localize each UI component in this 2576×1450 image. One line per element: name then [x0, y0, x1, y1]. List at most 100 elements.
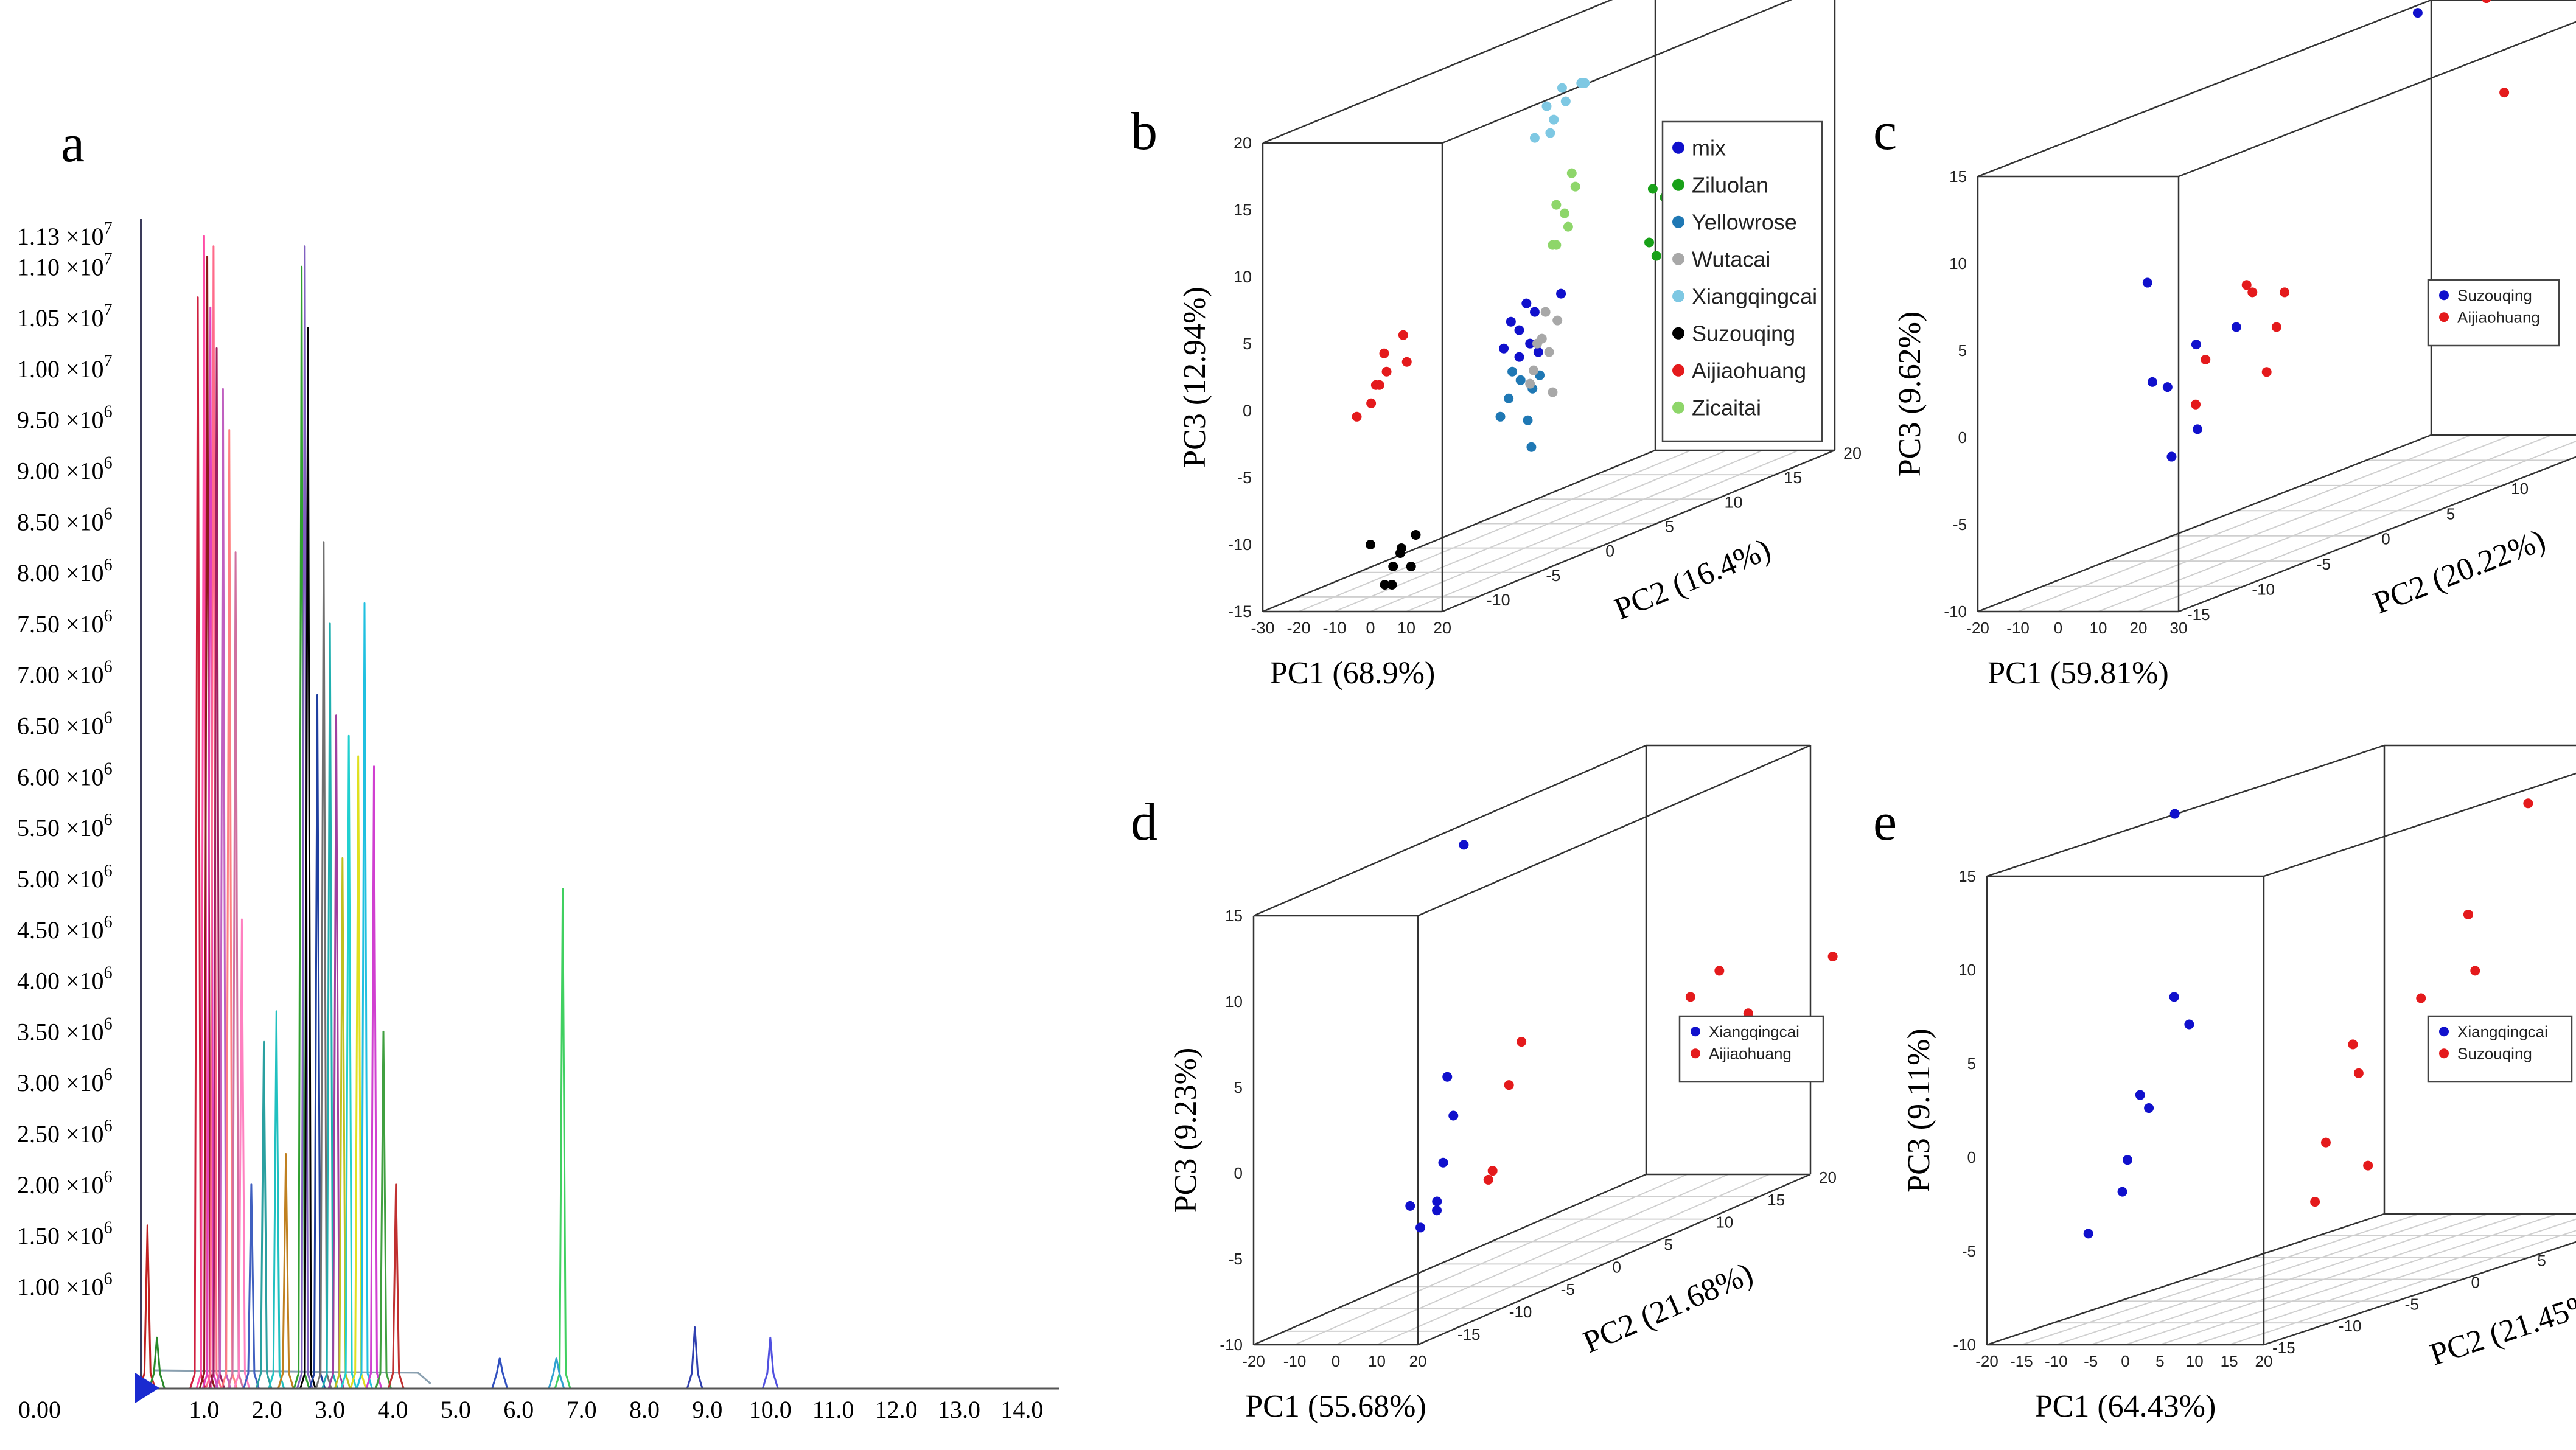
- x-tick-label: -20: [1966, 619, 1989, 637]
- floor-grid-line: [2138, 441, 2576, 612]
- z-tick-label: -5: [1962, 1242, 1976, 1260]
- chromatogram-peak: [214, 388, 232, 1389]
- data-point: [1685, 992, 1695, 1002]
- legend-entry: Xiangqingcai: [1692, 284, 1817, 309]
- y-tick-label: 0: [2381, 530, 2390, 548]
- data-point: [1556, 288, 1566, 299]
- y-tick-label: -10: [2252, 580, 2275, 599]
- data-point: [1499, 343, 1509, 354]
- floor-grid-line: [1370, 450, 1764, 612]
- x-tick-label: -10: [2045, 1352, 2068, 1370]
- data-point: [1506, 316, 1516, 327]
- floor-grid-line: [1377, 1174, 1770, 1345]
- x-tick-label: 10: [1397, 619, 1415, 637]
- y-tick-label: 0: [1605, 542, 1614, 560]
- chromatogram-peak: [375, 1030, 392, 1389]
- data-point: [1651, 251, 1661, 261]
- data-point: [1411, 529, 1421, 540]
- y-tick-label: -10: [2339, 1317, 2362, 1335]
- data-point: [1514, 352, 1524, 362]
- data-point: [2499, 88, 2510, 98]
- data-point: [1541, 101, 1552, 111]
- data-point: [1540, 307, 1551, 317]
- chromatogram-peak: [321, 622, 339, 1389]
- y-tick-label: 5: [2537, 1252, 2546, 1270]
- chromatogram-peak: [761, 1336, 779, 1389]
- data-point: [2470, 966, 2480, 976]
- data-point: [2144, 1103, 2154, 1114]
- panel-label-c: c: [1873, 102, 1897, 161]
- data-point: [1459, 840, 1469, 850]
- data-point: [1529, 133, 1540, 143]
- box-edge: [1442, 0, 1793, 144]
- legend-marker: [1672, 327, 1684, 340]
- y-tick-label: 5.50 ×106: [17, 810, 113, 842]
- x-axis-label: PC1 (55.68%): [1245, 1389, 1426, 1424]
- data-point: [1374, 380, 1384, 390]
- z-axis-label: PC3 (12.94%): [1178, 287, 1212, 468]
- data-point: [2363, 1160, 2373, 1171]
- x-tick-label: -10: [1322, 619, 1346, 637]
- x-axis-tick-labels: 1.0 2.0 3.0 4.0 5.0 6.0 7.0 8.0 9.0 10.0 11.0 12.0 1…: [189, 1396, 1043, 1423]
- data-point: [1552, 315, 1563, 326]
- box-edge: [2178, 456, 2576, 613]
- data-point: [1714, 966, 1725, 976]
- floor-grid-line: [2098, 434, 2552, 612]
- z-tick-label: 15: [1958, 867, 1976, 885]
- data-point: [2412, 8, 2423, 18]
- y-tick-label: 20: [1843, 444, 1862, 462]
- y-tick-label: 1.05 ×107: [17, 301, 113, 332]
- chromatogram-peak: [309, 694, 326, 1389]
- chromatogram-peak: [242, 1183, 260, 1389]
- y-tick-label: -15: [1457, 1325, 1481, 1344]
- box-edge: [1253, 744, 1647, 917]
- data-point: [1529, 365, 1539, 375]
- data-point: [1563, 221, 1573, 232]
- data-point: [2320, 1137, 2331, 1148]
- data-point: [1545, 128, 1555, 138]
- data-point: [1560, 96, 1571, 106]
- z-tick-label: 15: [1949, 167, 1967, 186]
- data-point: [1532, 338, 1542, 349]
- legend-entry: Xiangqingcai: [2457, 1023, 2548, 1041]
- z-axis-label: PC3 (9.11%): [1902, 1028, 1936, 1193]
- data-point: [1549, 114, 1559, 125]
- floor-grid-line: [1334, 450, 1728, 612]
- x-tick-label: 20: [1433, 619, 1451, 637]
- data-point: [2135, 1090, 2145, 1100]
- legend-marker: [1672, 253, 1684, 265]
- y-tick-label: 5: [2446, 504, 2455, 523]
- data-point: [2123, 1155, 2133, 1165]
- y-tick-label: 10: [1725, 493, 1743, 511]
- floor-grid-line: [1335, 1174, 1729, 1345]
- x-tick-label: 3.0: [315, 1396, 345, 1423]
- z-tick-label: -5: [1953, 515, 1967, 534]
- legend-entry: Suzouqing: [1692, 321, 1795, 346]
- data-point: [1647, 184, 1658, 194]
- data-point: [1529, 307, 1540, 317]
- chromatogram-peak: [554, 888, 571, 1389]
- data-point: [1559, 208, 1569, 218]
- box-edge: [1253, 1173, 1647, 1346]
- y-tick-label: 4.00 ×106: [17, 964, 113, 995]
- x-tick-label: 11.0: [812, 1396, 854, 1423]
- data-point: [1406, 561, 1416, 571]
- data-point: [2261, 367, 2272, 377]
- y-tick-label: 3.00 ×106: [17, 1065, 113, 1096]
- y-tick-label: 2.00 ×106: [17, 1168, 113, 1199]
- chromatogram-peak: [227, 551, 245, 1389]
- data-point: [1526, 442, 1537, 452]
- z-tick-label: 0: [1958, 428, 1967, 447]
- data-point: [2280, 287, 2290, 298]
- y-tick-label: 5.00 ×106: [17, 862, 113, 893]
- x-tick-label: -5: [2084, 1352, 2098, 1370]
- y-tick-label: -10: [1487, 591, 1510, 609]
- x-axis-label: PC1 (64.43%): [2035, 1389, 2216, 1424]
- z-tick-label: 0: [1243, 402, 1252, 420]
- z-axis-label: PC3 (9.62%): [1893, 312, 1927, 477]
- legend-marker: [1672, 178, 1684, 191]
- x-tick-label: 0: [2121, 1352, 2129, 1370]
- y-tick-label: 9.50 ×106: [17, 403, 113, 434]
- box-edge: [1417, 1173, 1811, 1346]
- y-tick-label: 1.13 ×107: [17, 219, 113, 250]
